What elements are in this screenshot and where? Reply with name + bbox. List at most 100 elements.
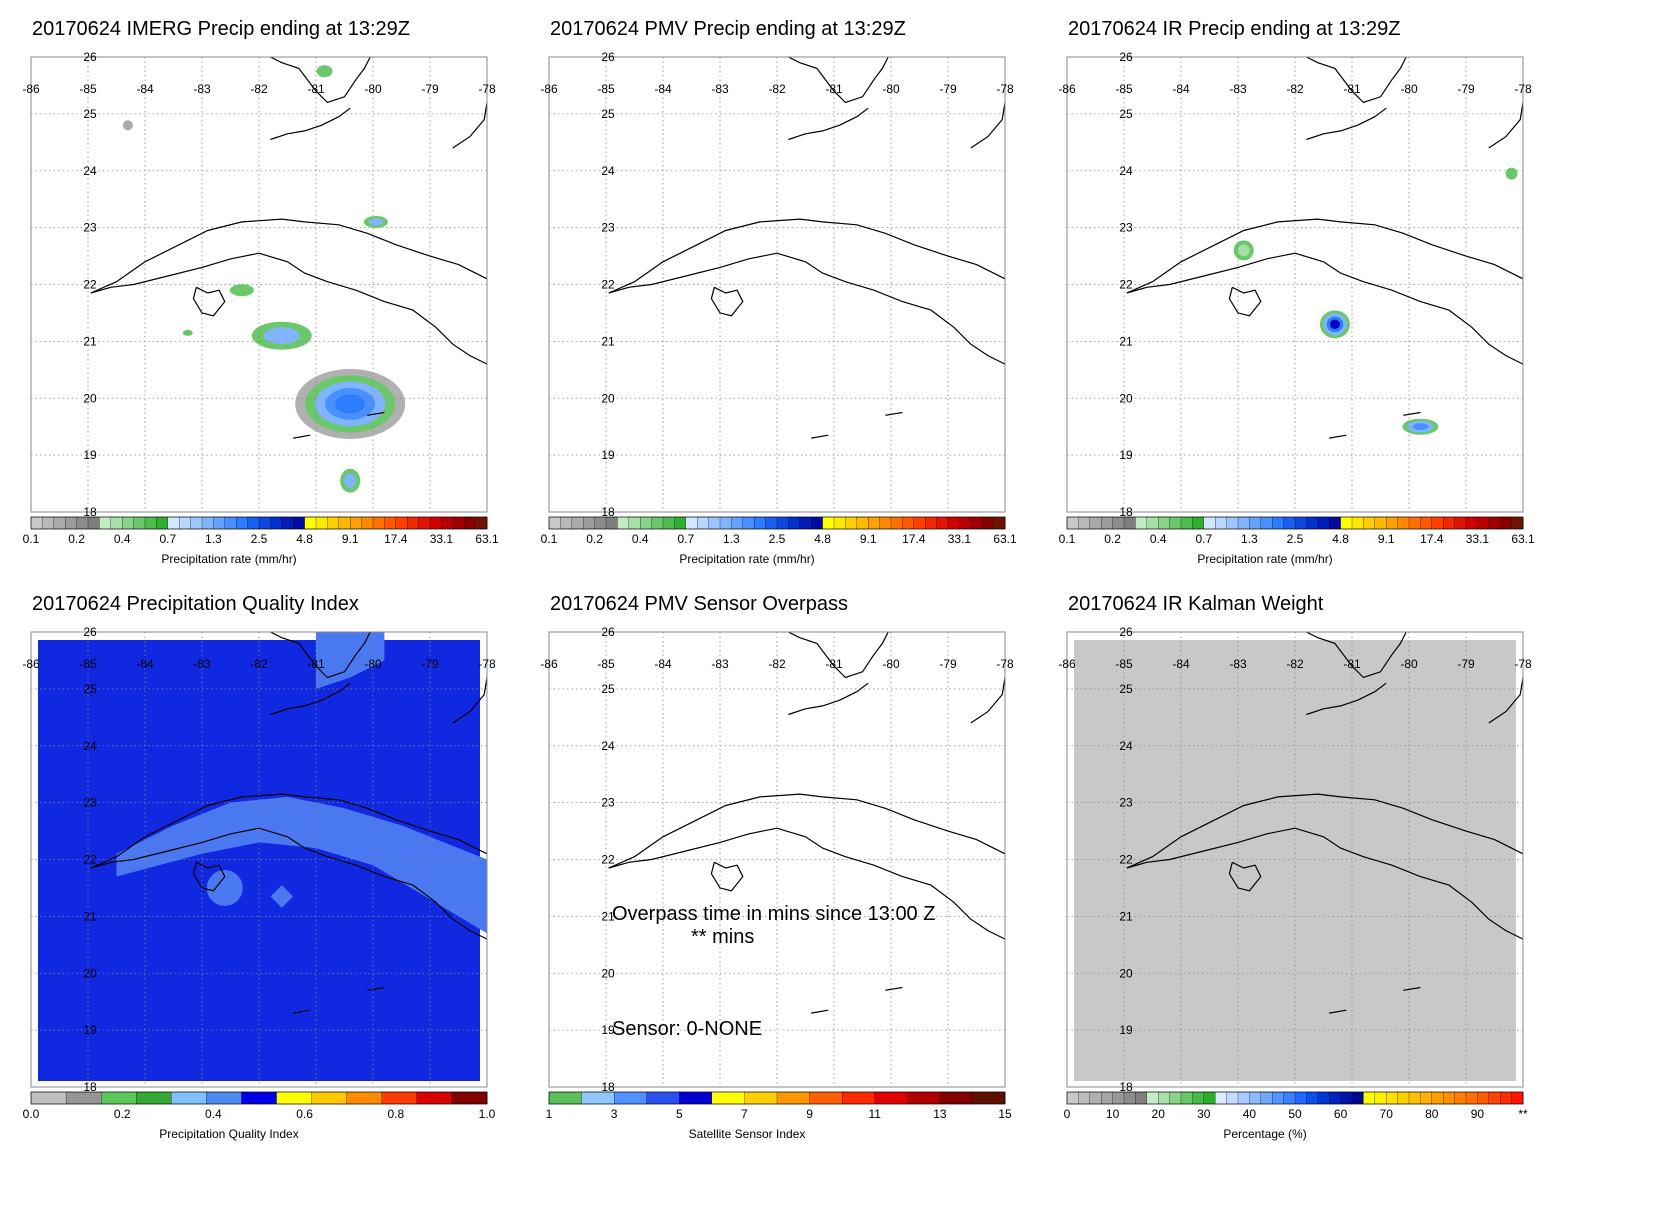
colorbar-swatch (395, 516, 408, 530)
colorbar-swatch (947, 516, 960, 530)
colorbar-swatch (1123, 516, 1136, 530)
map-frame (30, 631, 488, 1088)
colorbar-swatch (868, 516, 881, 530)
colorbar-swatch (1397, 1091, 1410, 1105)
colorbar-swatch (925, 516, 938, 530)
lon-tick-label: -80 (882, 82, 900, 96)
panel-ir-precip: 20170624 IR Precip ending at 13:29Z -86-… (1036, 0, 1556, 600)
colorbar-swatch (293, 516, 306, 530)
colorbar-swatch (1272, 516, 1285, 530)
overpass-mins-text: ** mins (691, 926, 755, 948)
lon-tick-label: -86 (540, 82, 558, 96)
colorbar-tick-label: 0.4 (205, 1107, 222, 1121)
lon-tick-label: -85 (1115, 82, 1133, 96)
map-plot: -86 -85 -84 -83 -82 -81 -80 -79 -78 26 25 24 23 22 21 2… (540, 50, 1017, 566)
coastline (788, 631, 889, 679)
colorbar-swatch (110, 516, 123, 530)
lon-tick-label: -80 (882, 657, 900, 671)
colorbar-tick-label: 0.2 (586, 532, 603, 546)
panel-title: 20170624 IMERG Precip ending at 13:29Z (32, 18, 411, 40)
colorbar-swatch (651, 516, 664, 530)
colorbar-swatch (833, 516, 846, 530)
colorbar-swatch (811, 516, 824, 530)
lon-tick-label: -81 (825, 82, 843, 96)
colorbar-tick-label: 63.1 (993, 532, 1017, 546)
colorbar-frame (30, 516, 488, 530)
map-frame (1066, 56, 1524, 513)
colorbar-swatch (1203, 1091, 1216, 1105)
lon-tick-label: -79 (421, 82, 439, 96)
colorbar-swatch (1249, 516, 1262, 530)
lat-tick-label: 18 (83, 505, 97, 519)
precip-cell (1505, 167, 1518, 180)
colorbar-tick-label: 63.1 (475, 532, 499, 546)
colorbar-swatch (381, 1091, 418, 1105)
colorbar-swatch (731, 516, 744, 530)
colorbar-swatch (270, 516, 283, 530)
coastline (90, 218, 488, 294)
colorbar-swatch (571, 516, 584, 530)
lat-tick-label: 18 (601, 505, 615, 519)
lon-tick-label: -84 (654, 657, 672, 671)
lat-tick-label: 19 (1119, 448, 1133, 462)
coastline (608, 252, 1006, 365)
colorbar-swatch (890, 516, 903, 530)
panel-title: 20170624 Precipitation Quality Index (32, 593, 359, 615)
colorbar-swatch (583, 516, 596, 530)
colorbar: 0 10 20 30 40 50 60 70 80 90 ** Percentage (%) (1064, 1091, 1528, 1141)
colorbar-swatch (1386, 516, 1399, 530)
colorbar-tick-label: 0.7 (159, 532, 176, 546)
panel-title: 20170624 PMV Sensor Overpass (550, 593, 848, 615)
colorbar-tick-label: 11 (868, 1107, 881, 1121)
lon-tick-label: -86 (540, 657, 558, 671)
colorbar-tick-label: 33.1 (948, 532, 972, 546)
colorbar-tick-label: 10 (1106, 1107, 1120, 1121)
colorbar-tick-label: 33.1 (1466, 532, 1490, 546)
colorbar-swatch (30, 516, 43, 530)
colorbar-tick-label: 0.4 (1150, 532, 1167, 546)
colorbar-swatch (1260, 516, 1273, 530)
lat-tick-label: 24 (601, 164, 615, 178)
lat-tick-label: 19 (1119, 1023, 1133, 1037)
coastline (608, 827, 1006, 940)
colorbar-swatch (42, 516, 55, 530)
colorbar-swatch (304, 516, 317, 530)
lon-tick-label: -80 (1400, 657, 1418, 671)
precip-cell (316, 65, 333, 78)
lat-tick-label: 24 (1119, 739, 1133, 753)
colorbar-swatch (913, 516, 926, 530)
colorbar-swatch (1158, 1091, 1171, 1105)
colorbar-tick-label: 0.7 (1195, 532, 1212, 546)
colorbar-tick-label: 13 (933, 1107, 947, 1121)
lon-tick-label: -86 (1058, 82, 1076, 96)
colorbar-swatch (1477, 516, 1490, 530)
colorbar-swatch (711, 1091, 745, 1105)
colorbar-swatch (548, 516, 561, 530)
colorbar-swatch (594, 516, 607, 530)
lon-tick-label: -78 (996, 657, 1014, 671)
colorbar-swatch (1078, 1091, 1091, 1105)
lat-tick-label: 22 (601, 853, 615, 867)
colorbar-swatch (1158, 516, 1171, 530)
map-group: -86 -85 -84 -83 -82 -81 -80 -79 -78 26 25 24 23 22 21 2… (540, 50, 1014, 519)
colorbar-swatch (936, 516, 949, 530)
colorbar-swatch (167, 516, 180, 530)
lon-tick-label: -82 (1286, 657, 1304, 671)
colorbar-swatch (708, 516, 721, 530)
coastline (452, 677, 488, 724)
colorbar-swatch (224, 516, 237, 530)
colorbar-swatch (993, 516, 1006, 530)
colorbar-swatch (970, 516, 983, 530)
coastline (885, 411, 903, 416)
lon-tick-label: -81 (307, 657, 325, 671)
lon-tick-label: -83 (711, 657, 729, 671)
coastline (1403, 986, 1421, 991)
lat-tick-label: 26 (1119, 50, 1133, 64)
lat-tick-label: 26 (601, 50, 615, 64)
map-frame (30, 56, 488, 513)
colorbar-swatch (1146, 1091, 1159, 1105)
colorbar-swatch (1306, 1091, 1319, 1105)
colorbar-tick-label: 5 (676, 1107, 683, 1121)
colorbar-title: Precipitation rate (mm/hr) (161, 552, 296, 566)
colorbar-swatch (416, 1091, 453, 1105)
